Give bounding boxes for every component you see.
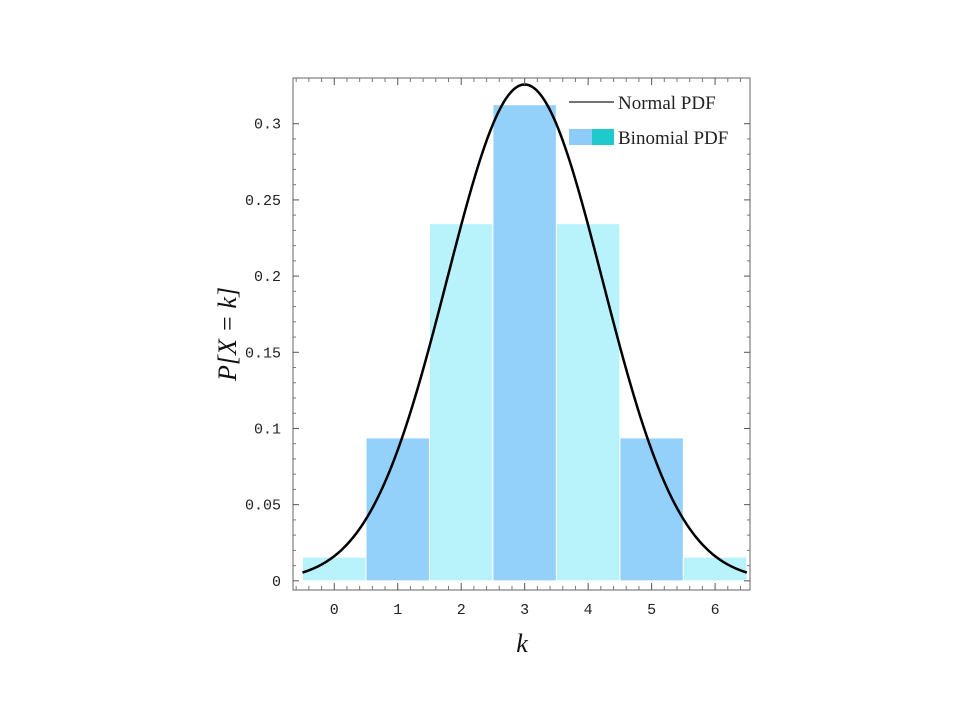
y-axis: 0 0.05 0.1 0.15 0.2 0.25 0.3 (245, 117, 750, 591)
x-tick-label: 1 (393, 602, 402, 619)
plot-frame (292, 77, 751, 591)
bar-k-2 (428, 223, 494, 582)
x-tick-label: 3 (520, 602, 529, 619)
legend-label-binomial: Binomial PDF (618, 128, 728, 149)
bar-k-5 (619, 437, 684, 582)
x-axis: 0 1 2 3 4 5 6 (295, 78, 741, 619)
y-tick-label: 0.05 (245, 498, 281, 515)
y-axis-label: P[X = k] (213, 287, 242, 382)
y-tick-label: 0.3 (254, 117, 281, 134)
y-tick-label: 0.2 (254, 269, 281, 286)
legend: Normal PDF Binomial PDF (569, 93, 728, 149)
bar-k-3 (492, 104, 557, 582)
legend-label-normal: Normal PDF (618, 93, 716, 114)
legend-binomial-swatch-1 (569, 129, 592, 145)
x-tick-label: 6 (711, 602, 720, 619)
x-axis-label: k (516, 629, 528, 658)
y-tick-label: 0.15 (245, 345, 281, 362)
x-tick-label: 5 (647, 602, 656, 619)
y-tick-label: 0 (272, 574, 281, 591)
bar-k-1 (365, 437, 430, 582)
bar-k-4 (555, 223, 621, 582)
x-tick-label: 4 (584, 602, 593, 619)
bars-layer (302, 104, 748, 582)
x-tick-label: 0 (330, 602, 339, 619)
legend-binomial-swatch-2 (592, 129, 614, 145)
y-tick-label: 0.25 (245, 193, 281, 210)
y-tick-label: 0.1 (254, 421, 281, 438)
x-tick-label: 2 (457, 602, 466, 619)
